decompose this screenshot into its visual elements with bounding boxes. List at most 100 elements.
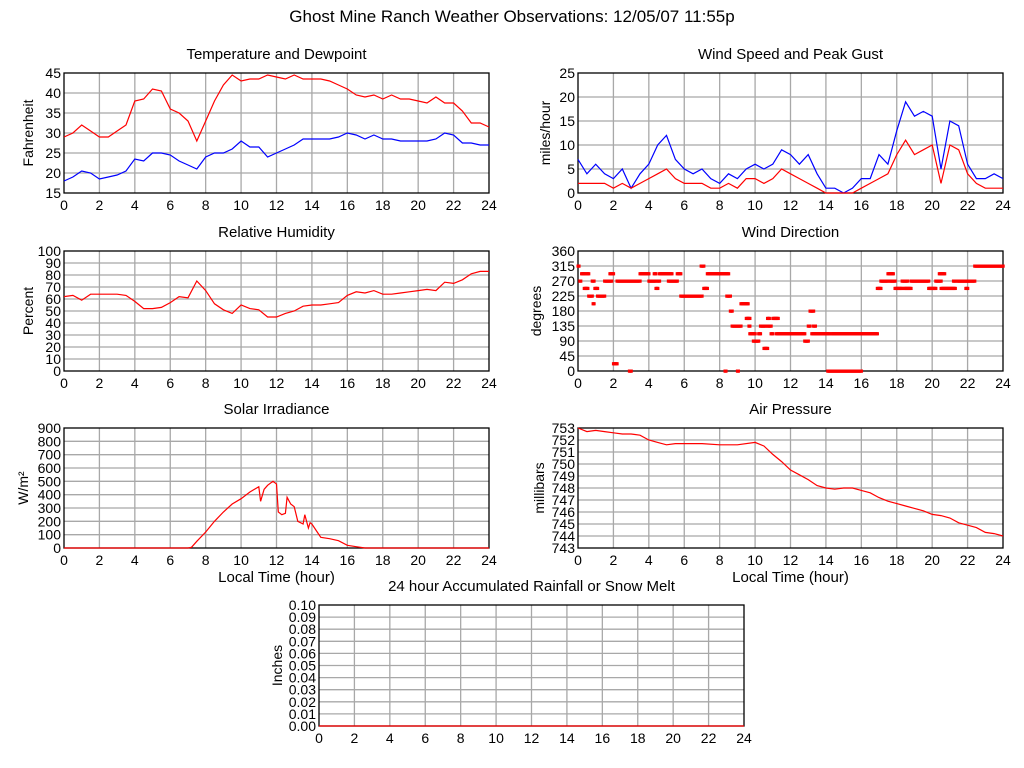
y-tick-label: 0.08 <box>289 621 316 637</box>
y-tick-label: 0.07 <box>289 633 316 649</box>
x-tick-label: 16 <box>854 375 870 391</box>
direction-point <box>758 332 763 336</box>
direction-point <box>771 332 775 336</box>
x-tick-label: 8 <box>202 375 210 391</box>
y-axis-label: degrees <box>528 286 544 337</box>
direction-point <box>812 309 816 313</box>
direction-point <box>586 286 590 291</box>
x-tick-label: 18 <box>375 552 391 568</box>
x-tick-label: 12 <box>783 197 799 213</box>
x-tick-label: 8 <box>716 375 724 391</box>
y-tick-label: 25 <box>45 145 61 161</box>
wind-direction-chart: 0 2 4 6 8 10 12 14 16 18 20 22 240459013518022527031… <box>528 224 1011 391</box>
x-tick-label: 4 <box>645 197 653 213</box>
x-tick-label: 18 <box>375 375 391 391</box>
direction-point <box>670 272 674 276</box>
y-tick-label: 753 <box>552 420 576 436</box>
x-tick-label: 20 <box>924 197 940 213</box>
direction-point <box>973 279 977 283</box>
direction-point <box>654 279 658 283</box>
x-tick-label: 0 <box>574 375 582 391</box>
direction-point <box>764 324 768 328</box>
x-tick-label: 6 <box>680 375 688 391</box>
y-tick-label: 0.01 <box>289 706 316 722</box>
y-tick-label: 90 <box>45 255 61 271</box>
x-tick-label: 12 <box>783 552 799 568</box>
direction-point <box>679 272 683 276</box>
x-tick-label: 24 <box>481 375 497 391</box>
y-tick-label: 90 <box>559 333 575 349</box>
x-tick-label: 4 <box>131 552 139 568</box>
y-tick-label: 0.05 <box>289 658 316 674</box>
x-tick-label: 18 <box>630 730 646 746</box>
y-tick-label: 70 <box>45 279 61 295</box>
x-tick-label: 10 <box>488 730 504 746</box>
x-tick-label: 2 <box>610 197 618 213</box>
direction-point <box>736 369 740 373</box>
y-tick-label: 0 <box>567 185 575 201</box>
direction-point <box>900 286 904 291</box>
series-line-wind-speed <box>578 139 1003 194</box>
y-tick-label: 5 <box>567 161 575 177</box>
y-tick-label: 60 <box>45 291 61 307</box>
relative-humidity-chart: 0 2 4 6 8 10 12 14 16 18 20 22 240102030405060708090… <box>20 224 497 391</box>
x-tick-label: 2 <box>96 375 104 391</box>
x-tick-label: 14 <box>304 375 320 391</box>
direction-point <box>615 362 619 366</box>
y-tick-label: 10 <box>45 351 61 367</box>
series-line-air-pressure <box>577 427 1004 537</box>
x-tick-label: 14 <box>818 552 834 568</box>
x-tick-label: 22 <box>960 375 976 391</box>
x-tick-label: 0 <box>60 375 68 391</box>
plot-frame <box>577 72 1004 194</box>
x-tick-label: 16 <box>595 730 611 746</box>
direction-point <box>953 279 957 283</box>
y-tick-label: 751 <box>552 444 576 460</box>
x-tick-label: 8 <box>202 197 210 213</box>
direction-point <box>592 302 596 306</box>
y-tick-label: 0 <box>53 363 61 379</box>
x-tick-label: 22 <box>960 197 976 213</box>
x-tick-label: 2 <box>96 197 104 213</box>
x-tick-label: 6 <box>680 197 688 213</box>
y-tick-label: 745 <box>552 516 576 532</box>
y-axis-label: Fahrenheit <box>20 99 36 166</box>
x-tick-label: 16 <box>854 197 870 213</box>
x-tick-label: 8 <box>716 197 724 213</box>
y-tick-label: 0.09 <box>289 609 316 625</box>
x-tick-label: 0 <box>60 197 68 213</box>
x-tick-label: 14 <box>304 197 320 213</box>
y-axis-label: Inches <box>269 645 285 686</box>
y-tick-label: 748 <box>552 480 576 496</box>
x-tick-label: 22 <box>960 552 976 568</box>
direction-point <box>705 286 709 291</box>
chart-title: Air Pressure <box>749 401 832 418</box>
y-axis-label: miles/hour <box>537 100 553 165</box>
y-tick-label: 180 <box>552 303 576 319</box>
series-line-temperature <box>63 74 490 143</box>
direction-point <box>728 294 732 298</box>
plot-frame <box>63 250 490 372</box>
x-tick-label: 24 <box>481 197 497 213</box>
series-line-dewpoint <box>63 132 489 182</box>
y-tick-label: 15 <box>45 185 61 201</box>
x-tick-label: 8 <box>716 552 724 568</box>
direction-point <box>675 279 679 283</box>
x-tick-label: 14 <box>304 552 320 568</box>
x-tick-label: 8 <box>457 730 465 746</box>
direction-point <box>893 279 897 283</box>
y-axis-label: millibars <box>531 462 547 513</box>
y-tick-label: 500 <box>38 473 62 489</box>
y-tick-label: 750 <box>552 456 576 472</box>
direction-point <box>757 339 761 343</box>
x-tick-label: 10 <box>747 197 763 213</box>
direction-point <box>579 279 583 283</box>
temperature-dewpoint-chart: 0 2 4 6 8 10 12 14 16 18 20 22 2415202530354045Tempe… <box>20 46 497 213</box>
x-tick-label: 24 <box>995 375 1011 391</box>
direction-point <box>769 324 773 328</box>
x-axis-label: Local Time (hour) <box>218 569 335 586</box>
x-tick-label: 6 <box>680 552 688 568</box>
chart-title: Wind Speed and Peak Gust <box>698 46 884 63</box>
y-tick-label: 749 <box>552 468 576 484</box>
direction-point <box>934 286 938 291</box>
